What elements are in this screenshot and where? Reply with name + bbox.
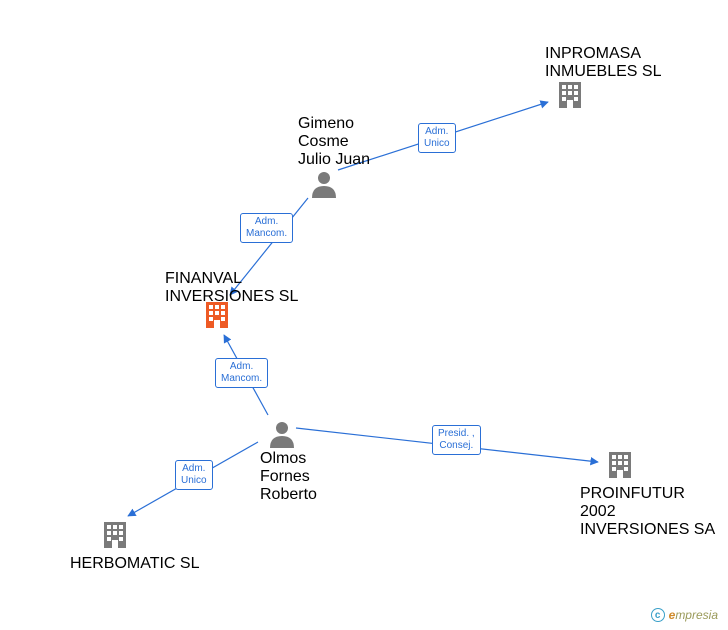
node-label: INPROMASA INMUEBLES SL <box>545 45 655 81</box>
node-label: FINANVAL INVERSIONES SL <box>165 270 275 306</box>
edge-label: Adm. Unico <box>418 123 456 153</box>
building-icon <box>555 80 585 115</box>
building-icon <box>605 450 635 485</box>
watermark: c empresia <box>651 608 718 622</box>
node-label: Olmos Fornes Roberto <box>260 450 317 504</box>
node-label: Gimeno Cosme Julio Juan <box>298 115 370 169</box>
edge-label: Adm. Mancom. <box>240 213 293 243</box>
diagram-canvas: INPROMASA INMUEBLES SL Gimeno Cosme Juli… <box>0 0 728 630</box>
brand-text: empresia <box>669 608 718 622</box>
copyright-icon: c <box>651 608 665 622</box>
node-label: PROINFUTUR 2002 INVERSIONES SA <box>580 485 690 539</box>
edge-label: Presid. , Consej. <box>432 425 481 455</box>
building-icon <box>100 520 130 555</box>
edge-label: Adm. Unico <box>175 460 213 490</box>
edge-label: Adm. Mancom. <box>215 358 268 388</box>
node-label: HERBOMATIC SL <box>70 555 180 573</box>
person-icon <box>268 420 296 453</box>
person-icon <box>310 170 338 203</box>
